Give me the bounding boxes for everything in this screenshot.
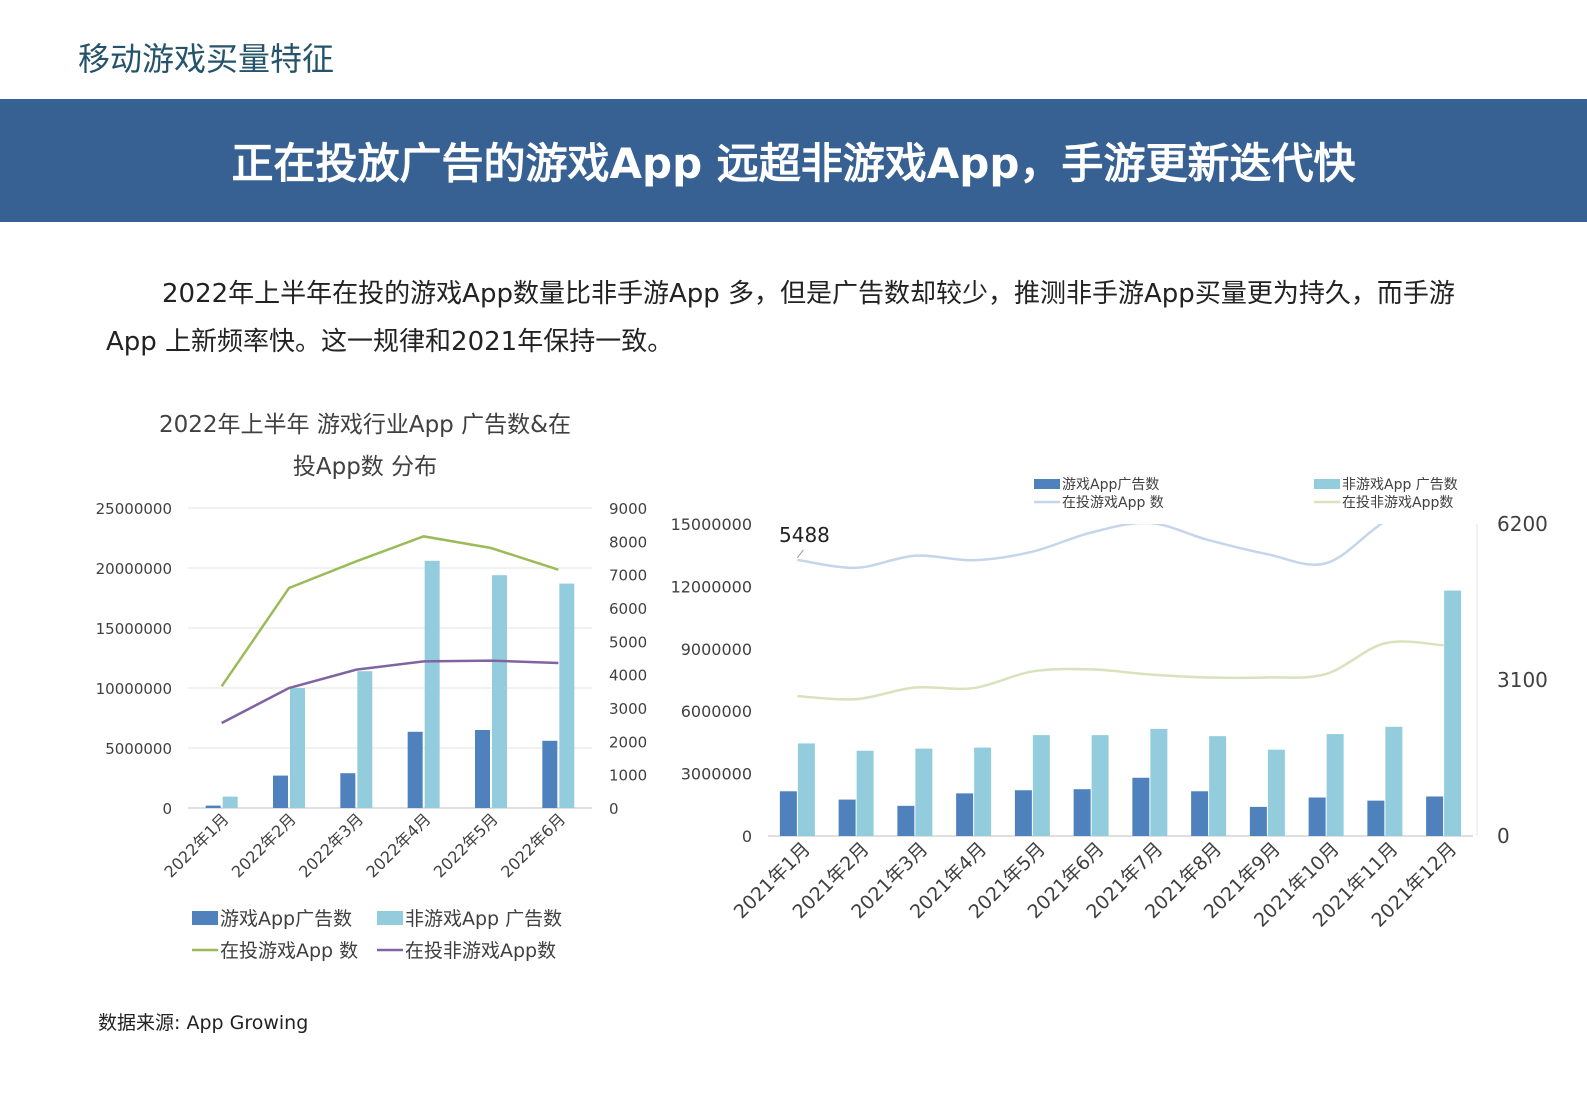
left-bar-game-ads xyxy=(542,740,558,808)
data-source: 数据来源: App Growing xyxy=(98,1012,309,1034)
left-line-game-apps xyxy=(220,535,559,688)
right-bar-game-ads xyxy=(779,791,797,836)
right-bar-game-ads xyxy=(956,793,974,836)
section-title: 移动游戏买量特征 xyxy=(78,40,335,78)
right-bar-nongame-ads xyxy=(1267,749,1285,836)
left-chart-y2-tick: 8000 xyxy=(609,533,647,551)
right-legend-label: 在投游戏App 数 xyxy=(1062,495,1164,511)
left-chart-x-tick: 2022年2月 xyxy=(228,809,300,881)
left-bar-nongame-ads xyxy=(559,583,575,808)
right-bar-game-ads xyxy=(1073,789,1091,836)
left-chart-y2-tick: 2000 xyxy=(609,733,647,751)
right-bar-game-ads xyxy=(1308,797,1326,836)
right-chart-y-tick: 9000000 xyxy=(681,640,752,659)
right-chart-y-tick: 6000000 xyxy=(681,702,752,721)
left-chart-y2-tick: 3000 xyxy=(609,700,647,718)
right-bar-nongame-ads xyxy=(1150,728,1168,836)
left-bar-game-ads xyxy=(205,805,221,808)
right-chart-y-tick: 15000000 xyxy=(671,515,752,534)
left-bar-nongame-ads xyxy=(492,575,507,808)
right-bar-nongame-ads xyxy=(797,743,815,836)
right-bar-nongame-ads xyxy=(1091,735,1109,836)
left-legend-label: 在投游戏App 数 xyxy=(220,940,358,962)
left-line-nongame-apps xyxy=(221,659,559,725)
left-bar-nongame-ads xyxy=(222,796,238,808)
right-bar-game-ads xyxy=(1249,806,1267,836)
right-chart-y2-tick: 0 xyxy=(1497,824,1510,848)
right-bar-game-ads xyxy=(838,799,856,836)
right-chart-y-tick: 3000000 xyxy=(681,765,752,784)
right-chart-y-tick: 12000000 xyxy=(671,577,752,596)
right-bar-game-ads xyxy=(1426,796,1444,836)
left-chart-x-tick: 2022年4月 xyxy=(362,809,434,881)
right-line-nongame-apps xyxy=(797,640,1444,701)
left-chart-y-tick: 0 xyxy=(162,800,172,818)
right-legend-swatch xyxy=(1314,479,1340,489)
right-bar-game-ads xyxy=(897,805,915,836)
left-chart-y-tick: 10000000 xyxy=(96,680,172,698)
left-legend-swatch xyxy=(377,911,403,925)
left-chart-y-tick: 15000000 xyxy=(96,620,172,638)
left-chart-x-tick: 2022年6月 xyxy=(497,809,569,881)
right-bar-game-ads xyxy=(1367,800,1385,836)
left-chart-y2-tick: 6000 xyxy=(609,600,647,618)
right-chart-y2-tick: 3100 xyxy=(1497,668,1548,692)
right-legend-label: 非游戏App 广告数 xyxy=(1342,477,1458,493)
right-bar-nongame-ads xyxy=(1385,726,1403,836)
right-bar-nongame-ads xyxy=(1326,734,1344,836)
right-bar-nongame-ads xyxy=(1032,735,1050,836)
left-legend-label: 非游戏App 广告数 xyxy=(405,908,562,930)
left-chart-title-line2: 投App数 分布 xyxy=(293,454,437,480)
left-chart-y2-tick: 0 xyxy=(609,800,619,818)
left-chart-title-line1: 2022年上半年 游戏行业App 广告数&在 xyxy=(159,412,571,438)
left-legend-label: 游戏App广告数 xyxy=(220,908,352,930)
left-bar-game-ads xyxy=(273,775,288,808)
left-chart-x-tick: 2022年1月 xyxy=(160,809,232,881)
left-chart-y-tick: 20000000 xyxy=(96,560,172,578)
left-chart-y2-tick: 1000 xyxy=(609,767,647,785)
left-chart-y-tick: 25000000 xyxy=(96,500,172,518)
right-bar-game-ads xyxy=(1191,791,1209,836)
right-legend-label: 在投非游戏App数 xyxy=(1342,495,1453,511)
left-chart-y-tick: 5000000 xyxy=(105,740,172,758)
right-data-label: 5488 xyxy=(779,523,830,547)
left-chart-y2-tick: 7000 xyxy=(609,567,647,585)
banner-title: 正在投放广告的游戏App 远超非游戏App，手游更新迭代快 xyxy=(231,139,1356,188)
right-bar-game-ads xyxy=(1132,777,1150,836)
right-line-game-apps xyxy=(797,524,1384,570)
title-banner: 正在投放广告的游戏App 远超非游戏App，手游更新迭代快 xyxy=(0,99,1587,222)
summary-text: 2022年上半年在投的游戏App数量比非手游App 多，但是广告数却较少，推测非… xyxy=(106,279,1455,357)
right-chart-y2-tick: 6200 xyxy=(1497,512,1548,536)
summary-paragraph: 2022年上半年在投的游戏App数量比非手游App 多，但是广告数却较少，推测非… xyxy=(106,270,1486,366)
left-legend-swatch xyxy=(192,911,218,925)
left-bar-nongame-ads xyxy=(424,560,440,808)
left-chart-y2-tick: 5000 xyxy=(609,633,647,651)
right-chart-y-tick: 0 xyxy=(742,827,752,846)
right-bar-game-ads xyxy=(1014,790,1032,836)
left-bar-game-ads xyxy=(475,730,490,808)
left-bar-nongame-ads xyxy=(357,671,373,808)
left-bar-game-ads xyxy=(407,731,423,808)
right-legend-swatch xyxy=(1034,479,1060,489)
right-bar-nongame-ads xyxy=(915,748,933,836)
left-chart-y2-tick: 9000 xyxy=(609,500,647,518)
right-legend-label: 游戏App广告数 xyxy=(1062,477,1159,493)
left-legend-label: 在投非游戏App数 xyxy=(405,940,556,962)
right-bar-nongame-ads xyxy=(974,747,992,836)
left-chart-y2-tick: 4000 xyxy=(609,667,647,685)
left-chart-x-tick: 2022年5月 xyxy=(430,809,502,881)
right-bar-nongame-ads xyxy=(1209,736,1227,836)
left-bar-game-ads xyxy=(340,773,356,808)
left-bar-nongame-ads xyxy=(290,688,305,808)
right-bar-nongame-ads xyxy=(856,750,874,836)
left-chart-x-tick: 2022年3月 xyxy=(295,809,367,881)
right-data-label-leader xyxy=(796,549,804,559)
right-bar-nongame-ads xyxy=(1444,590,1462,836)
